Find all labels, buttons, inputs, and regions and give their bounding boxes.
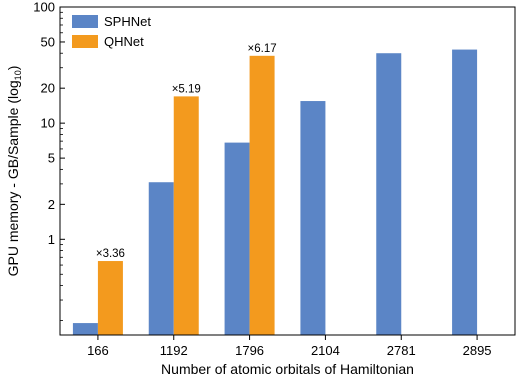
y-tick-label-5: 5 <box>48 151 55 166</box>
x-tick-label-2781: 2781 <box>387 343 416 358</box>
plot-frame <box>59 6 516 336</box>
bar-qhnet-166 <box>97 261 123 335</box>
bar-sphnet-1796 <box>224 142 250 335</box>
annotation-1192: ×5.19 <box>172 83 201 95</box>
x-axis-title: Number of atomic orbitals of Hamiltonian <box>161 361 414 377</box>
y-axis-title: GPU memory - GB/Sample (log10) <box>5 66 23 277</box>
y-axis-ticks: 1 2 5 10 20 50 100 <box>33 0 65 247</box>
y-tick-label-1: 1 <box>48 232 55 247</box>
x-tick-label-166: 166 <box>87 343 109 358</box>
x-tick-label-2104: 2104 <box>311 343 340 358</box>
y-axis-title-main: GPU memory - GB/Sample (log <box>5 80 21 276</box>
legend-label-sphnet: SPHNet <box>104 14 151 29</box>
annotation-1796: ×6.17 <box>248 43 277 55</box>
bars <box>72 49 478 336</box>
y-tick-label-50: 50 <box>41 34 55 49</box>
annotations: ×3.36 ×5.19 ×6.17 <box>96 43 277 260</box>
legend: SPHNet QHNet <box>72 14 151 49</box>
x-tick-label-1192: 1192 <box>160 343 188 358</box>
y-tick-label-10: 10 <box>41 116 55 131</box>
bar-qhnet-1796 <box>249 55 275 335</box>
y-tick-label-2: 2 <box>48 197 55 212</box>
x-tick-label-2895: 2895 <box>463 343 492 358</box>
bar-sphnet-1192 <box>148 182 174 335</box>
legend-label-qhnet: QHNet <box>104 34 144 49</box>
legend-swatch-qhnet <box>72 35 98 48</box>
x-tick-label-1796: 1796 <box>235 343 264 358</box>
bar-sphnet-2104 <box>300 101 326 336</box>
legend-swatch-sphnet <box>72 15 98 28</box>
bar-sphnet-2895 <box>452 49 478 335</box>
y-axis-title-sub: 10 <box>13 70 23 80</box>
y-tick-label-100: 100 <box>33 0 55 15</box>
x-axis-ticks: 166 1192 1796 2104 2781 2895 <box>87 335 492 358</box>
bar-sphnet-2781 <box>376 53 402 335</box>
bar-sphnet-166 <box>72 323 98 335</box>
y-tick-label-20: 20 <box>41 81 55 96</box>
bar-qhnet-1192 <box>173 96 199 335</box>
y-axis-title-close: ) <box>5 66 21 71</box>
annotation-166: ×3.36 <box>96 248 125 260</box>
